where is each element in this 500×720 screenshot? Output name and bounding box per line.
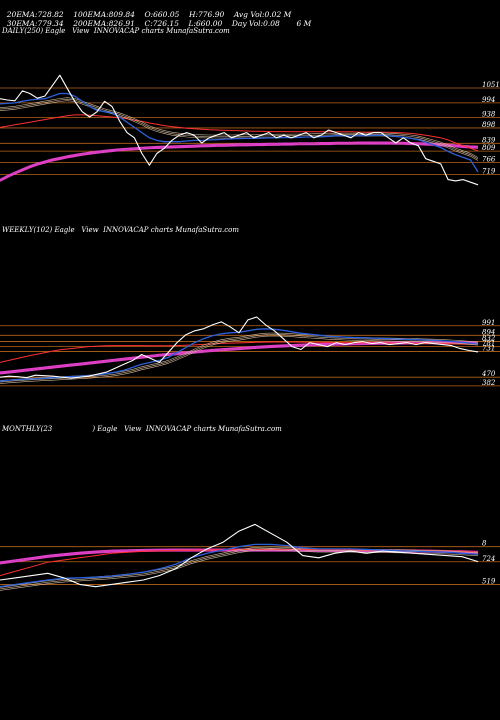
day-vol-unit: 6 M [296, 19, 312, 28]
open-value: 660.05 [153, 10, 180, 19]
monthly-ema20-line [0, 543, 479, 588]
weekly-level-label: 781 [482, 339, 495, 347]
weekly-level-label: 894 [482, 328, 495, 336]
close-value: 726.15 [152, 19, 179, 28]
monthly-level-label: 519 [482, 578, 496, 586]
daily-ema30-line [0, 98, 479, 160]
weekly-price-line [0, 316, 479, 379]
weekly-level-label: 382 [482, 379, 496, 387]
daily-ema100-line [0, 114, 479, 152]
monthly-ema30-line [0, 547, 479, 590]
daily-level-label: 719 [482, 168, 496, 176]
ema200-value: 826.91 [108, 19, 135, 28]
monthly-level-label: 724 [482, 555, 495, 563]
open-label: O: [144, 10, 154, 19]
avg-vol-label: Avg Vol: [233, 10, 265, 19]
daily-panel-label: DAILY(250) Eagle View INNOVACAP charts M… [2, 27, 230, 35]
ema100-value: 809.84 [108, 10, 135, 19]
ema20-label: 20EMA: [6, 10, 38, 19]
ema30-value: 779.34 [37, 19, 64, 28]
daily-level-label: 839 [482, 136, 496, 144]
weekly-ema200-line [0, 340, 478, 373]
daily-level-label: 898 [482, 121, 496, 129]
daily-level-label: 938 [482, 110, 496, 118]
low-label: L: [188, 19, 197, 28]
day-vol-value: 0.08 [263, 19, 280, 28]
monthly-price-line [0, 523, 479, 588]
header-row-1: 20EMA:728.82 100EMA:809.84 O:660.05 H:77… [2, 1, 292, 19]
high-label: H: [188, 10, 199, 19]
close-label: C: [144, 19, 153, 28]
daily-ema200-line [0, 143, 479, 182]
ema20-value: 728.82 [37, 10, 64, 19]
daily-level-label: 994 [482, 96, 495, 104]
day-vol-label: Day Vol: [231, 19, 264, 28]
weekly-level-label: 832 [482, 334, 496, 342]
avg-vol-value: 0.02 M [264, 10, 292, 19]
low-value: 660.00 [196, 19, 223, 28]
daily-level-label: 809 [482, 144, 496, 152]
weekly-ema20-line [0, 328, 479, 382]
monthly-level-label: 8 [482, 540, 487, 548]
header-row-2: 30EMA:779.34 200EMA:826.91 C:726.15 L:66… [2, 10, 312, 28]
monthly-ema30-line [0, 549, 479, 591]
weekly-panel-label: WEEKLY(102) Eagle View INNOVACAP charts … [2, 226, 240, 234]
weekly-level-label: 470 [481, 370, 496, 378]
monthly-panel-label: MONTHLY(23 ) Eagle View INNOVACAP charts… [2, 425, 282, 433]
weekly-level-label: 991 [482, 319, 495, 327]
weekly-level-label: 731 [482, 344, 495, 352]
ema200-label: 200EMA: [73, 19, 109, 28]
daily-level-label: 1051 [482, 81, 500, 89]
weekly-ema30-line [0, 335, 479, 384]
daily-level-label: 766 [482, 155, 496, 163]
high-value: 776.90 [198, 10, 225, 19]
daily-price-line [0, 74, 479, 186]
daily-ema20-line [0, 92, 479, 173]
weekly-ema100-line [0, 341, 479, 363]
ema30-label: 30EMA: [6, 19, 38, 28]
ema100-label: 100EMA: [73, 10, 109, 19]
daily-ema200-line [0, 141, 479, 181]
